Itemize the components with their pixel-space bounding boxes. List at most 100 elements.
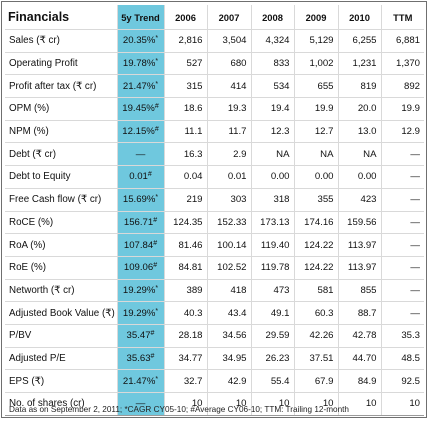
trend-footnote-mark: # (153, 262, 158, 270)
trend-footnote-mark: * (155, 80, 159, 88)
trend-cell: 0.01# (116, 165, 164, 189)
value-cell: 855 (337, 279, 381, 303)
value-cell: 84.9 (337, 369, 381, 393)
trend-value: 19.29% (122, 284, 156, 296)
trend-cell: 156.71# (116, 211, 164, 235)
value-cell: 92.5 (380, 369, 424, 393)
trend-footnote-mark: * (155, 307, 159, 315)
column-header-2007: 2007 (206, 5, 251, 30)
value-cell: 81.46 (163, 233, 207, 257)
value-cell: 119.40 (250, 233, 294, 257)
value-cell: 10 (380, 392, 424, 416)
value-cell: 315 (163, 74, 207, 99)
table-row: RoCE (%) 156.71# 124.35 152.33 173.13 174.16 1… (5, 211, 424, 235)
table-row: Operating Profit 19.78%* 527 680 833 1,002 1,2… (5, 52, 424, 76)
table-row: Free Cash flow (₹ cr) 15.69%* 219 303 318 355… (5, 188, 424, 212)
value-cell: 10 (250, 392, 294, 416)
value-cell: 29.59 (250, 324, 294, 348)
value-cell: 655 (293, 74, 338, 99)
row-label: Debt (₹ cr) (5, 142, 117, 167)
trend-value: 109.06 (123, 262, 154, 274)
trend-footnote-mark: * (155, 194, 159, 202)
value-cell: 19.9 (293, 97, 338, 121)
trend-cell: 109.06# (116, 256, 164, 280)
financials-table: Financials 5y Trend 2006 2007 2008 2009 … (5, 5, 424, 416)
value-cell: 124.22 (293, 233, 338, 257)
value-cell: 28.18 (163, 324, 207, 348)
value-cell: 48.5 (380, 347, 424, 371)
trend-value: 12.15% (122, 126, 155, 138)
row-label: OPM (%) (5, 97, 117, 121)
trend-cell: 35.47# (116, 324, 164, 348)
trend-value: 0.01 (129, 171, 148, 183)
row-label: Profit after tax (₹ cr) (5, 74, 117, 99)
value-cell: 0.00 (250, 165, 294, 189)
column-header-2006: 2006 (163, 5, 207, 30)
value-cell: — (380, 301, 424, 325)
row-label: Sales (₹ cr) (5, 29, 117, 53)
trend-cell: 20.35%* (116, 29, 164, 53)
trend-value: 35.63 (126, 352, 151, 364)
value-cell: 0.00 (293, 165, 338, 189)
value-cell: 303 (206, 188, 251, 212)
row-label: Operating Profit (5, 52, 117, 76)
value-cell: 534 (250, 74, 294, 99)
value-cell: 159.56 (337, 211, 381, 235)
value-cell: 0.01 (206, 165, 251, 189)
trend-footnote-mark: # (150, 352, 155, 360)
trend-value: 21.47% (122, 375, 156, 387)
value-cell: 88.7 (337, 301, 381, 325)
table-row: Adjusted Book Value (₹) 19.29%* 40.3 43.4 49… (5, 301, 424, 325)
row-label: Adjusted Book Value (₹) (5, 301, 117, 325)
value-cell: 102.52 (206, 256, 251, 280)
value-cell: 42.78 (337, 324, 381, 348)
footnote: Data as on September 2, 2011; *CAGR CY05… (9, 405, 349, 414)
column-header-trend: 5y Trend (116, 5, 164, 30)
value-cell: 11.7 (206, 120, 251, 144)
value-cell: 113.97 (337, 233, 381, 257)
value-cell: — (380, 142, 424, 167)
trend-footnote-mark: # (154, 126, 159, 134)
value-cell: 680 (206, 52, 251, 76)
value-cell: 819 (337, 74, 381, 99)
value-cell: 4,324 (250, 29, 294, 53)
trend-value: — (135, 148, 146, 160)
value-cell: 1,370 (380, 52, 424, 76)
trend-footnote-mark: # (153, 216, 158, 224)
value-cell: 12.3 (250, 120, 294, 144)
trend-cell: — (116, 392, 164, 416)
trend-cell: 19.29%* (116, 279, 164, 303)
value-cell: 32.7 (163, 369, 207, 393)
row-label: EPS (₹) (5, 369, 117, 393)
trend-value: 19.78% (122, 58, 156, 70)
table-row: Networth (₹ cr) 19.29%* 389 418 473 581 855— (5, 279, 424, 303)
value-cell: NA (293, 142, 338, 167)
table-row: Adjusted P/E 35.63# 34.77 34.95 26.23 37.51 44… (5, 347, 424, 371)
table-title: Financials (5, 5, 117, 30)
value-cell: 40.3 (163, 301, 207, 325)
value-cell: 16.3 (163, 142, 207, 167)
value-cell: 355 (293, 188, 338, 212)
value-cell: 100.14 (206, 233, 251, 257)
value-cell: 3,504 (206, 29, 251, 53)
value-cell: — (380, 256, 424, 280)
trend-value: — (135, 398, 146, 410)
value-cell: 34.56 (206, 324, 251, 348)
value-cell: 26.23 (250, 347, 294, 371)
value-cell: 2.9 (206, 142, 251, 167)
value-cell: 1,002 (293, 52, 338, 76)
value-cell: 0.00 (337, 165, 381, 189)
value-cell: 1,231 (337, 52, 381, 76)
trend-cell: 19.29%* (116, 301, 164, 325)
table-row: EPS (₹) 21.47%* 32.7 42.9 55.4 67.9 84.9 92.5 (5, 369, 424, 393)
value-cell: 42.9 (206, 369, 251, 393)
value-cell: 10 (206, 392, 251, 416)
row-label: Free Cash flow (₹ cr) (5, 188, 117, 212)
value-cell: 11.1 (163, 120, 207, 144)
value-cell: 10 (337, 392, 381, 416)
trend-cell: 19.78%* (116, 52, 164, 76)
value-cell: — (380, 233, 424, 257)
column-header-2010: 2010 (337, 5, 381, 30)
value-cell: 12.7 (293, 120, 338, 144)
